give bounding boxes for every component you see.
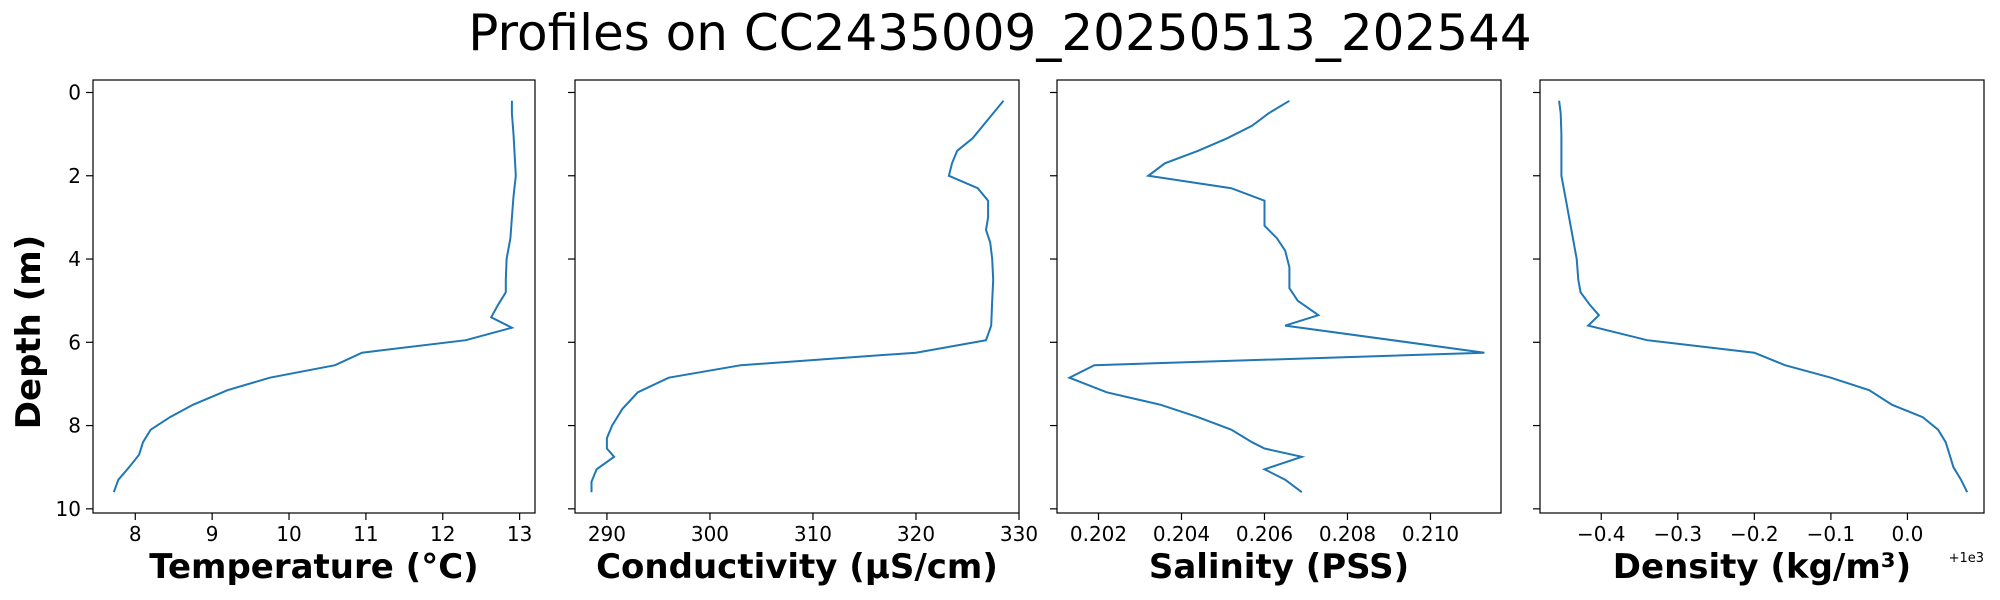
x-tick-label: 13: [507, 522, 532, 546]
x-tick-label: −0.2: [1730, 522, 1779, 546]
y-tick-label: 8: [68, 414, 81, 438]
plot-frame: [92, 79, 536, 514]
y-tick-label: 4: [68, 247, 81, 271]
x-tick-label: 290: [588, 522, 626, 546]
x-tick-label: 0.0: [1892, 522, 1924, 546]
x-tick-label: 330: [1000, 522, 1038, 546]
profile-line: [1066, 99, 1485, 493]
x-tick-label: 0.208: [1319, 522, 1376, 546]
x-tick-label: −0.1: [1807, 522, 1856, 546]
x-tick-label: 11: [353, 522, 378, 546]
y-axis-label: Depth (m): [9, 235, 49, 429]
x-tick-label: −0.4: [1577, 522, 1626, 546]
plot-frame: [574, 79, 1020, 514]
x-tick-label: −0.3: [1654, 522, 1703, 546]
x-tick-label: 12: [430, 522, 455, 546]
y-tick-label: 10: [56, 497, 81, 521]
x-tick-label: 8: [129, 522, 142, 546]
x-tick-label: 0.210: [1402, 522, 1459, 546]
y-tick-label: 6: [68, 330, 81, 354]
x-tick-label: 320: [897, 522, 935, 546]
x-axis-label: Salinity (PSS): [1149, 547, 1409, 587]
x-tick-label: 10: [276, 522, 301, 546]
x-tick-label: 300: [691, 522, 729, 546]
profile-line: [1558, 100, 1969, 493]
profile-line: [112, 100, 517, 493]
profile-line: [590, 100, 1005, 493]
plot-frame: [1539, 79, 1985, 514]
plot-frame: [1056, 79, 1502, 514]
x-tick-label: 0.202: [1070, 522, 1127, 546]
x-tick-label: 0.206: [1236, 522, 1293, 546]
x-tick-label: 310: [794, 522, 832, 546]
x-tick-label: 9: [206, 522, 219, 546]
x-axis-label: Density (kg/m³): [1613, 547, 1911, 587]
y-tick-label: 0: [68, 80, 81, 104]
x-offset-label: +1e3: [1949, 551, 1984, 566]
y-tick-label: 2: [68, 164, 81, 188]
x-axis-label: Conductivity (µS/cm): [596, 547, 998, 587]
x-tick-label: 0.204: [1153, 522, 1210, 546]
figure-title: Profiles on CC2435009_20250513_202544: [468, 4, 1531, 62]
x-axis-label: Temperature (°C): [149, 547, 478, 587]
